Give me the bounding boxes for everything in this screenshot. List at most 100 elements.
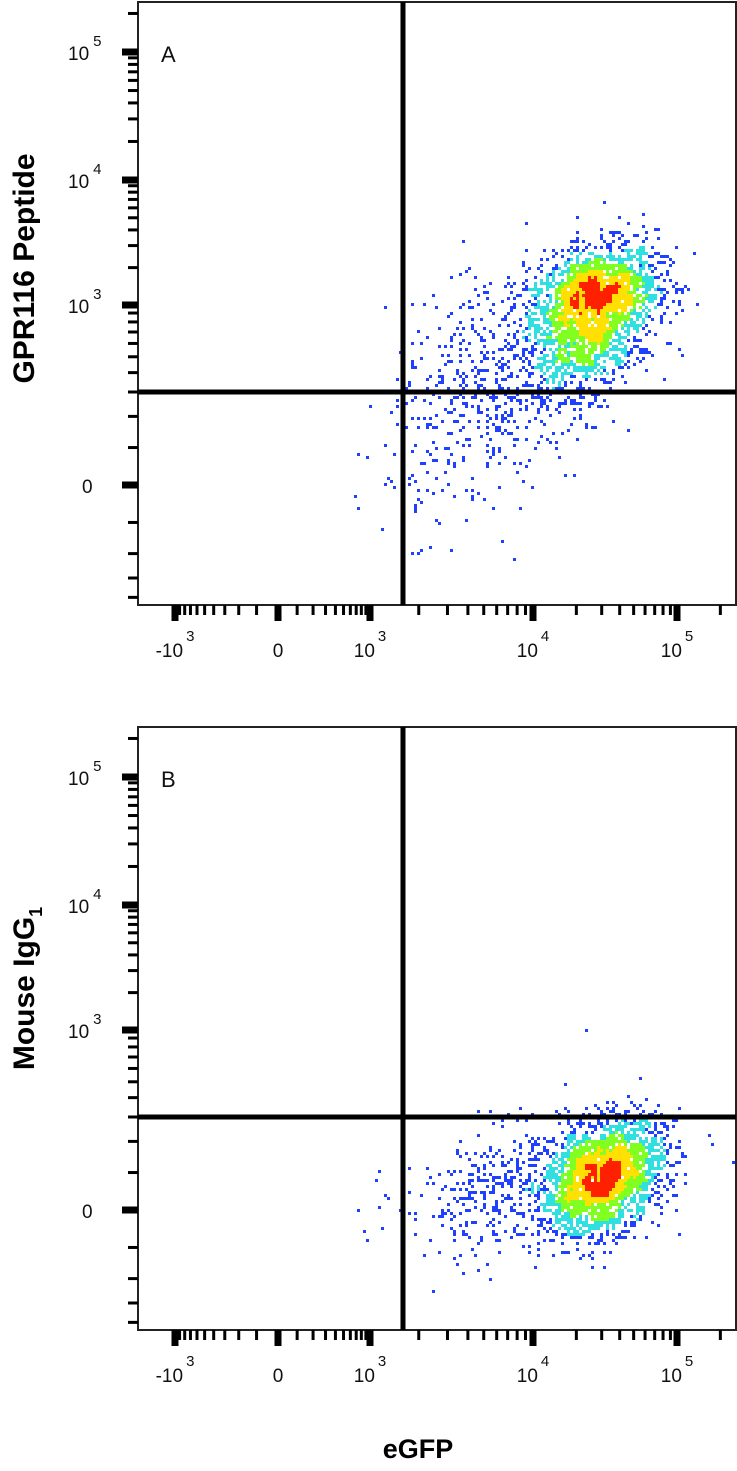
data-point (621, 1185, 624, 1188)
data-point (462, 1203, 465, 1206)
data-point (612, 324, 615, 327)
data-point (645, 1236, 648, 1239)
data-point (594, 1152, 597, 1155)
data-point (444, 345, 447, 348)
data-point (579, 330, 582, 333)
data-point (486, 426, 489, 429)
data-point (513, 336, 516, 339)
data-point (543, 363, 546, 366)
data-point (606, 1140, 609, 1143)
data-point (618, 261, 621, 264)
data-point (597, 264, 600, 267)
data-point (393, 453, 396, 456)
data-point (603, 1161, 606, 1164)
data-point (495, 396, 498, 399)
data-point (627, 324, 630, 327)
data-point (561, 300, 564, 303)
data-point (615, 276, 618, 279)
data-point (567, 345, 570, 348)
data-point (615, 297, 618, 300)
data-point (507, 276, 510, 279)
data-point (594, 1158, 597, 1161)
data-point (576, 312, 579, 315)
data-point (609, 1155, 612, 1158)
data-point (381, 1227, 384, 1230)
data-point (615, 333, 618, 336)
data-point (468, 1194, 471, 1197)
data-point (480, 339, 483, 342)
data-point (501, 432, 504, 435)
data-point (630, 264, 633, 267)
data-point (597, 312, 600, 315)
data-point (537, 387, 540, 390)
data-point (555, 1194, 558, 1197)
data-point (516, 1167, 519, 1170)
data-point (579, 285, 582, 288)
data-point (552, 306, 555, 309)
data-point (633, 276, 636, 279)
data-point (624, 1197, 627, 1200)
data-point (495, 372, 498, 375)
data-point (660, 1179, 663, 1182)
data-point (603, 258, 606, 261)
data-point (603, 240, 606, 243)
data-point (483, 1179, 486, 1182)
data-point (675, 1209, 678, 1212)
data-point (531, 384, 534, 387)
data-point (576, 270, 579, 273)
data-point (630, 267, 633, 270)
data-point (561, 324, 564, 327)
data-point (555, 375, 558, 378)
data-point (477, 387, 480, 390)
data-point (627, 1176, 630, 1179)
data-point (546, 282, 549, 285)
data-point (543, 423, 546, 426)
data-point (648, 1149, 651, 1152)
data-point (588, 297, 591, 300)
data-point (624, 288, 627, 291)
data-point (585, 1230, 588, 1233)
data-point (585, 1155, 588, 1158)
data-point (567, 1212, 570, 1215)
data-point (552, 321, 555, 324)
data-point (636, 1179, 639, 1182)
data-point (522, 336, 525, 339)
data-point (507, 1197, 510, 1200)
data-point (576, 264, 579, 267)
data-point (603, 300, 606, 303)
data-point (621, 294, 624, 297)
data-point (687, 288, 690, 291)
data-point (588, 369, 591, 372)
data-point (594, 276, 597, 279)
data-point (441, 420, 444, 423)
data-point (585, 1191, 588, 1194)
data-point (648, 285, 651, 288)
data-point (615, 1236, 618, 1239)
data-point (585, 1158, 588, 1161)
data-point (570, 267, 573, 270)
data-point (486, 1212, 489, 1215)
data-point (573, 273, 576, 276)
data-point (627, 273, 630, 276)
data-point (573, 267, 576, 270)
data-point (597, 1185, 600, 1188)
data-point (615, 339, 618, 342)
data-point (708, 1134, 711, 1137)
data-point (570, 1209, 573, 1212)
data-point (459, 1155, 462, 1158)
data-point (633, 1179, 636, 1182)
data-point (588, 336, 591, 339)
data-point (591, 366, 594, 369)
data-point (672, 1125, 675, 1128)
data-point (564, 1191, 567, 1194)
data-point (480, 1179, 483, 1182)
data-point (612, 255, 615, 258)
data-point (600, 1203, 603, 1206)
data-point (528, 1251, 531, 1254)
data-point (531, 303, 534, 306)
data-point (531, 402, 534, 405)
data-point (471, 369, 474, 372)
data-point (612, 1182, 615, 1185)
data-point (435, 477, 438, 480)
data-point (519, 402, 522, 405)
